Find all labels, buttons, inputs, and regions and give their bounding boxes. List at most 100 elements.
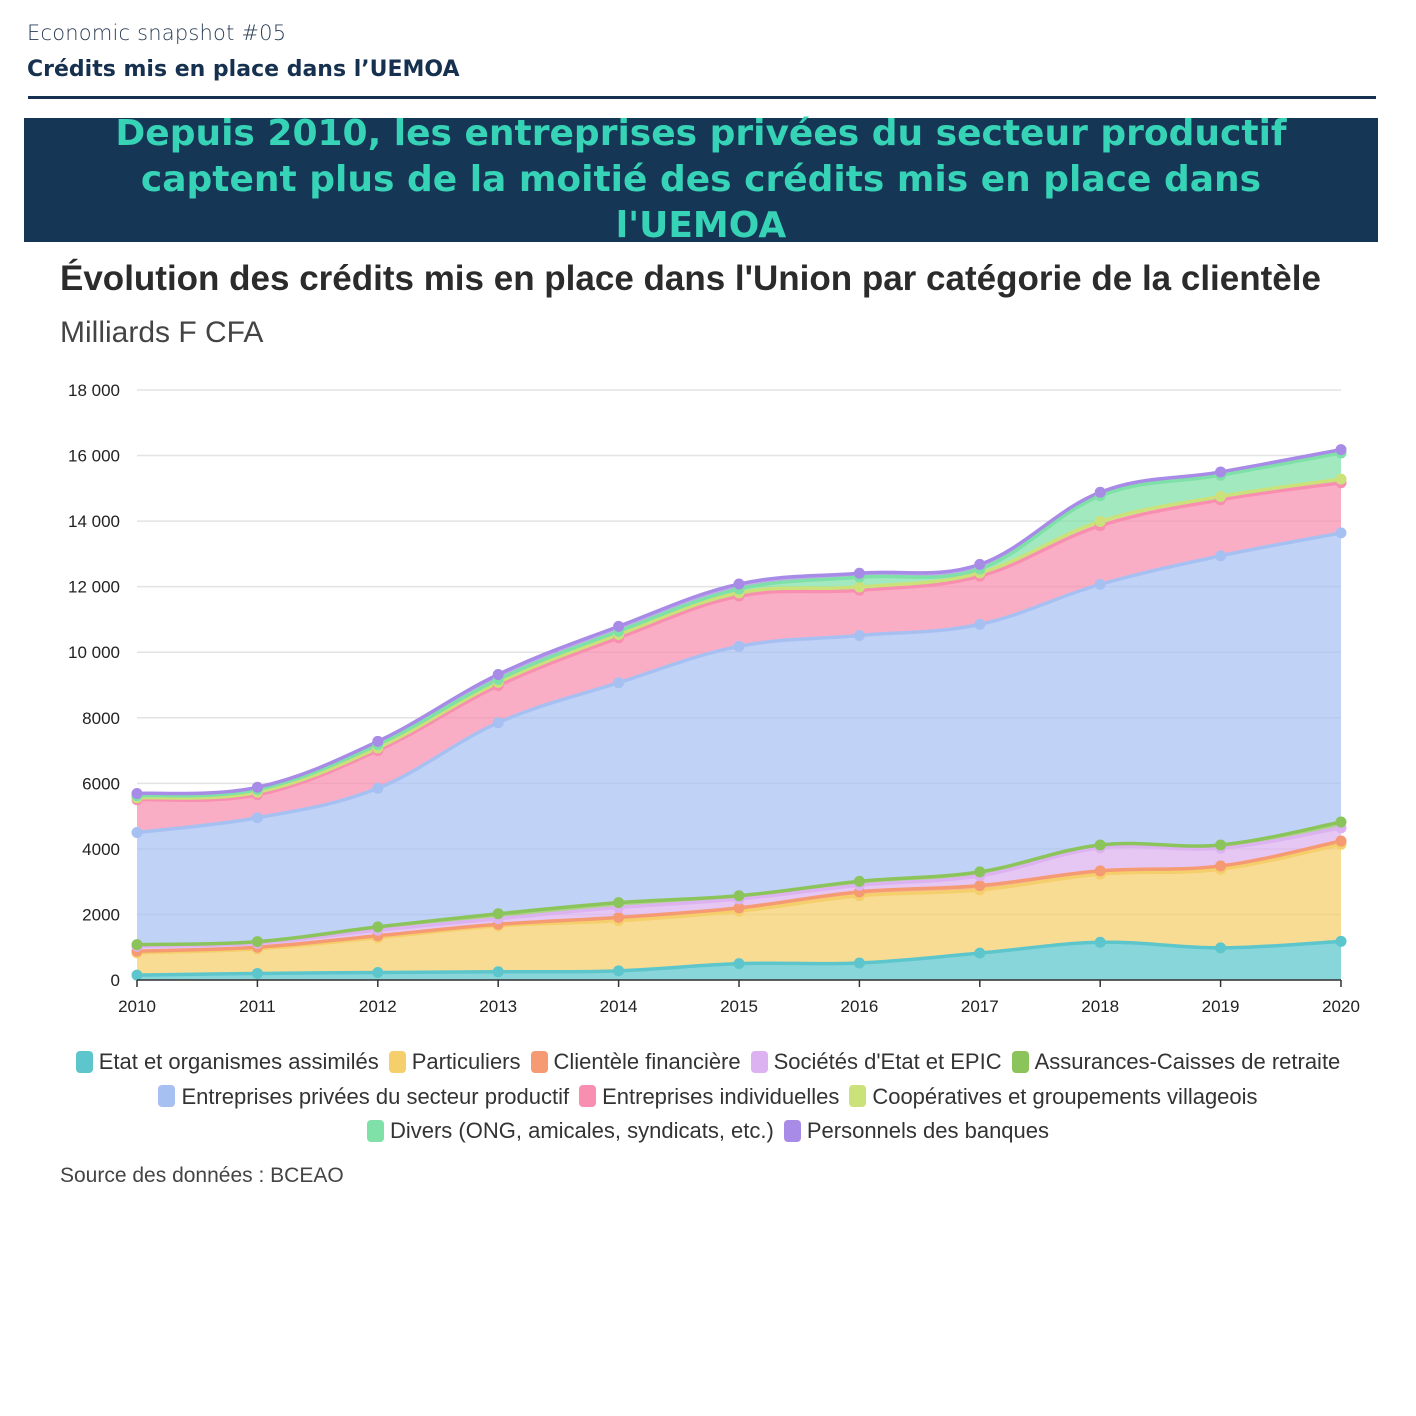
legend-item[interactable]: Coopératives et groupements villageois <box>849 1081 1258 1112</box>
point-1-2018 <box>1094 936 1106 948</box>
legend-label: Divers (ONG, amicales, syndicats, etc.) <box>389 1118 774 1143</box>
point-3-2019 <box>1215 860 1227 872</box>
area-1 <box>137 941 1341 980</box>
point-3-2018 <box>1094 865 1106 877</box>
point-6-2020 <box>1335 527 1347 539</box>
legend-label: Sociétés d'Etat et EPIC <box>773 1049 1002 1074</box>
point-6-2011 <box>251 812 263 824</box>
point-1-2019 <box>1215 942 1227 954</box>
y-tick-label: 4000 <box>82 840 120 859</box>
point-5-2012 <box>372 921 384 933</box>
y-tick-label: 0 <box>111 971 120 990</box>
area-7 <box>137 482 1341 833</box>
x-tick-label: 2017 <box>961 997 999 1016</box>
legend-item[interactable]: Entreprises individuelles <box>579 1081 839 1112</box>
point-3-2020 <box>1335 835 1347 847</box>
line-3 <box>136 839 1342 953</box>
legend-item[interactable]: Etat et organismes assimilés <box>75 1046 379 1077</box>
line-4 <box>136 826 1342 948</box>
x-tick-label: 2018 <box>1081 997 1119 1016</box>
point-1-2014 <box>613 965 625 977</box>
legend-swatch <box>75 1050 93 1073</box>
legend-item[interactable]: Assurances-Caisses de retraite <box>1011 1046 1341 1077</box>
legend-label: Etat et organismes assimilés <box>98 1049 379 1074</box>
point-1-2020 <box>1335 935 1347 947</box>
legend-swatch <box>388 1050 406 1073</box>
x-tick-label: 2013 <box>479 997 517 1016</box>
y-tick-label: 2000 <box>82 905 120 924</box>
y-tick-label: 12 000 <box>68 578 120 597</box>
legend-item[interactable]: Sociétés d'Etat et EPIC <box>750 1046 1002 1077</box>
legend-swatch <box>849 1085 867 1107</box>
area-2 <box>137 844 1341 976</box>
legend-row: Etat et organismes assimilés Particuliers… <box>40 1046 1376 1081</box>
point-6-2015 <box>733 640 745 652</box>
point-6-2017 <box>974 618 986 630</box>
point-8-2016 <box>853 581 865 593</box>
y-tick-label: 18 000 <box>68 381 120 400</box>
legend-label: Particuliers <box>411 1049 521 1074</box>
legend-label: Clientèle financière <box>553 1049 741 1074</box>
y-tick-label: 6000 <box>82 774 120 793</box>
point-5-2018 <box>1094 839 1106 851</box>
legend-swatch <box>579 1085 597 1107</box>
series-title: Crédits mis en place dans l’UEMOA <box>27 57 460 82</box>
point-6-2019 <box>1215 550 1227 562</box>
legend-label: Assurances-Caisses de retraite <box>1034 1049 1341 1074</box>
point-8-2018 <box>1094 515 1106 527</box>
point-5-2015 <box>733 890 745 902</box>
legend-item[interactable]: Entreprises privées du secteur productif <box>158 1081 569 1112</box>
legend-item[interactable]: Personnels des banques <box>783 1115 1049 1146</box>
point-1-2015 <box>733 958 745 970</box>
point-3-2014 <box>613 911 625 923</box>
point-8-2020 <box>1335 473 1347 485</box>
point-1-2011 <box>251 967 263 979</box>
y-tick-label: 8000 <box>82 709 120 728</box>
legend-item[interactable]: Particuliers <box>388 1046 521 1077</box>
legend-row: Entreprises privées du secteur productif… <box>40 1081 1376 1116</box>
chart-legend: Etat et organismes assimilés Particuliers… <box>40 1046 1376 1150</box>
x-tick-label: 2015 <box>720 997 758 1016</box>
x-tick-label: 2012 <box>359 997 397 1016</box>
point-10-2010 <box>131 787 143 799</box>
point-5-2019 <box>1215 839 1227 851</box>
point-5-2013 <box>492 908 504 920</box>
headline-text: Depuis 2010, les entreprises privées du … <box>115 113 1287 246</box>
point-1-2012 <box>372 966 384 978</box>
point-3-2015 <box>733 902 745 914</box>
point-5-2016 <box>853 875 865 887</box>
point-5-2017 <box>974 866 986 878</box>
legend-item[interactable]: Divers (ONG, amicales, syndicats, etc.) <box>366 1115 774 1146</box>
legend-label: Coopératives et groupements villageois <box>872 1083 1258 1109</box>
point-8-2019 <box>1215 491 1227 503</box>
legend-item[interactable]: Clientèle financière <box>530 1046 741 1077</box>
point-6-2018 <box>1094 578 1106 590</box>
point-10-2018 <box>1094 486 1106 498</box>
x-tick-label: 2010 <box>118 997 156 1016</box>
point-6-2012 <box>372 782 384 794</box>
point-10-2014 <box>613 620 625 632</box>
x-tick-label: 2019 <box>1202 997 1240 1016</box>
chart-title: Évolution des crédits mis en place dans … <box>60 259 1321 298</box>
point-1-2010 <box>131 969 143 981</box>
point-5-2011 <box>251 936 263 948</box>
header-divider <box>28 96 1376 99</box>
point-6-2010 <box>131 827 143 838</box>
area-6 <box>137 532 1341 945</box>
point-6-2016 <box>853 630 865 642</box>
point-10-2019 <box>1215 466 1227 478</box>
point-10-2020 <box>1335 444 1347 456</box>
point-1-2017 <box>974 947 986 959</box>
legend-swatch <box>158 1085 176 1107</box>
series-kicker: Economic snapshot #05 <box>27 21 287 45</box>
legend-swatch <box>530 1050 548 1073</box>
area-9 <box>137 452 1341 798</box>
x-tick-label: 2020 <box>1322 997 1360 1016</box>
x-tick-label: 2011 <box>239 997 276 1016</box>
point-5-2014 <box>613 897 625 909</box>
x-tick-label: 2014 <box>600 997 638 1016</box>
x-tick-label: 2016 <box>840 997 878 1016</box>
point-10-2013 <box>492 669 504 681</box>
chart-subtitle: Milliards F CFA <box>60 316 264 349</box>
point-6-2014 <box>613 677 625 689</box>
